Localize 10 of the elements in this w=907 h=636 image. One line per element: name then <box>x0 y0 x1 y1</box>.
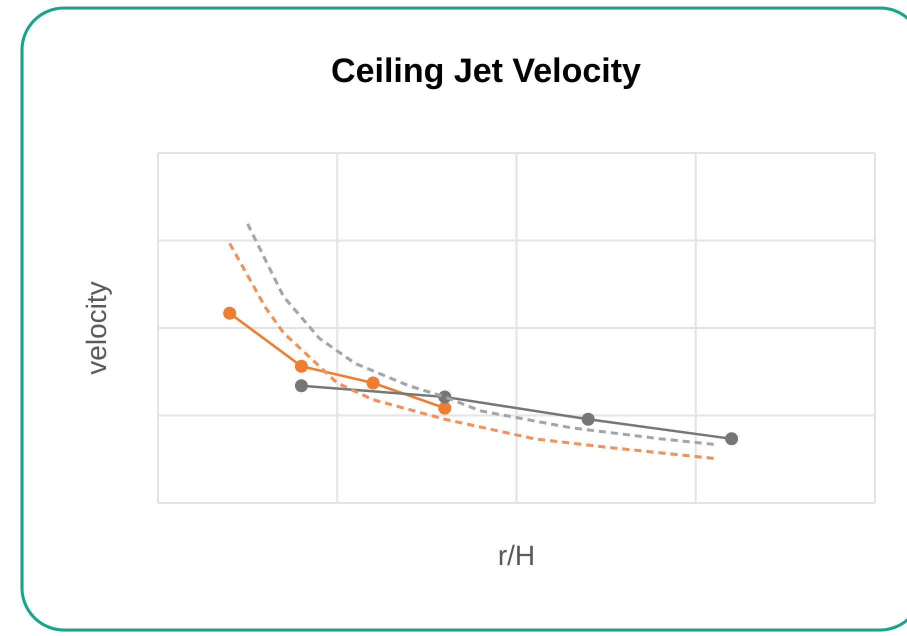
y-axis-title: velocity <box>81 281 112 375</box>
x-axis-title: r/H <box>498 540 536 571</box>
point <box>725 432 738 446</box>
point <box>294 360 308 373</box>
chart-title: Ceiling Jet Velocity <box>331 52 642 90</box>
point <box>223 306 236 320</box>
point <box>438 402 452 415</box>
point <box>582 412 595 426</box>
point <box>294 379 308 392</box>
point <box>366 376 380 390</box>
